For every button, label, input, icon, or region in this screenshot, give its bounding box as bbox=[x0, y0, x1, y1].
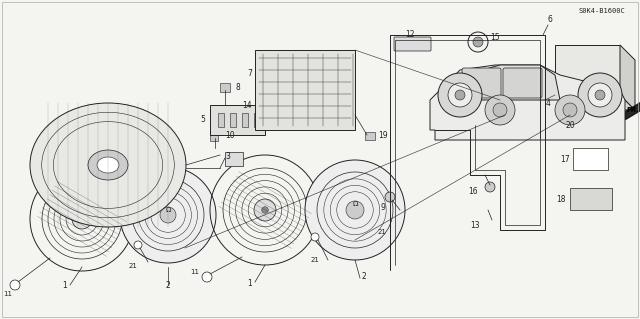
Circle shape bbox=[10, 280, 20, 290]
Text: 8: 8 bbox=[235, 83, 240, 92]
Bar bbox=[220, 83, 230, 92]
Bar bbox=[210, 105, 265, 135]
Bar bbox=[210, 133, 218, 141]
Text: FR.: FR. bbox=[627, 107, 639, 113]
Circle shape bbox=[262, 207, 268, 213]
Circle shape bbox=[346, 201, 364, 219]
Bar bbox=[242, 113, 248, 127]
Circle shape bbox=[305, 160, 405, 260]
Ellipse shape bbox=[30, 103, 186, 227]
Circle shape bbox=[473, 37, 483, 47]
Text: 2: 2 bbox=[166, 281, 170, 290]
Circle shape bbox=[595, 90, 605, 100]
Text: 1: 1 bbox=[248, 279, 252, 288]
Circle shape bbox=[160, 207, 176, 223]
Text: 14: 14 bbox=[243, 101, 252, 110]
Polygon shape bbox=[430, 65, 625, 140]
Text: 4: 4 bbox=[545, 99, 550, 108]
Circle shape bbox=[485, 182, 495, 192]
Polygon shape bbox=[620, 45, 635, 110]
Circle shape bbox=[202, 272, 212, 282]
Circle shape bbox=[455, 90, 465, 100]
Text: 7: 7 bbox=[247, 70, 252, 78]
Text: 16: 16 bbox=[468, 188, 478, 197]
Bar bbox=[570, 188, 612, 210]
Text: 15: 15 bbox=[490, 33, 500, 42]
Text: 20: 20 bbox=[565, 121, 575, 130]
Bar bbox=[365, 132, 375, 140]
Text: 3: 3 bbox=[225, 152, 230, 161]
Text: 9: 9 bbox=[381, 203, 385, 212]
Circle shape bbox=[134, 241, 142, 249]
Text: 1: 1 bbox=[63, 281, 67, 290]
Circle shape bbox=[79, 216, 85, 222]
Text: 2: 2 bbox=[362, 272, 367, 281]
Circle shape bbox=[120, 167, 216, 263]
Ellipse shape bbox=[97, 157, 119, 173]
FancyBboxPatch shape bbox=[462, 68, 501, 98]
Bar bbox=[255, 50, 355, 130]
Circle shape bbox=[385, 192, 395, 202]
Text: 11: 11 bbox=[3, 291, 12, 297]
Bar bbox=[230, 113, 236, 127]
Bar bbox=[225, 152, 243, 166]
Ellipse shape bbox=[88, 150, 128, 180]
Text: Ω: Ω bbox=[165, 207, 171, 212]
Circle shape bbox=[448, 83, 472, 107]
Polygon shape bbox=[555, 95, 635, 110]
Text: S0K4-B1600C: S0K4-B1600C bbox=[579, 8, 625, 14]
Circle shape bbox=[485, 95, 515, 125]
Circle shape bbox=[563, 103, 577, 117]
Bar bbox=[555, 45, 620, 95]
Text: 21: 21 bbox=[129, 263, 138, 269]
Text: 12: 12 bbox=[405, 30, 415, 39]
Text: 5: 5 bbox=[200, 115, 205, 124]
Circle shape bbox=[72, 209, 92, 229]
Bar bbox=[573, 148, 608, 170]
Text: 13: 13 bbox=[470, 220, 480, 229]
Circle shape bbox=[311, 233, 319, 241]
Text: 19: 19 bbox=[378, 131, 388, 140]
Text: 10: 10 bbox=[225, 130, 235, 139]
Circle shape bbox=[588, 83, 612, 107]
Text: 21: 21 bbox=[310, 257, 319, 263]
FancyBboxPatch shape bbox=[394, 37, 431, 51]
Text: 17: 17 bbox=[561, 154, 570, 164]
Circle shape bbox=[438, 73, 482, 117]
Circle shape bbox=[578, 73, 622, 117]
Bar bbox=[580, 118, 598, 132]
Bar bbox=[254, 113, 260, 127]
FancyBboxPatch shape bbox=[503, 68, 542, 98]
Bar bbox=[218, 113, 224, 127]
Text: 11: 11 bbox=[191, 269, 200, 275]
Circle shape bbox=[254, 199, 276, 221]
Circle shape bbox=[555, 95, 585, 125]
Text: 6: 6 bbox=[548, 16, 552, 25]
Text: Ω: Ω bbox=[352, 201, 358, 207]
Text: 18: 18 bbox=[557, 195, 566, 204]
Text: 21: 21 bbox=[378, 229, 387, 235]
Polygon shape bbox=[455, 65, 560, 100]
Circle shape bbox=[493, 103, 507, 117]
